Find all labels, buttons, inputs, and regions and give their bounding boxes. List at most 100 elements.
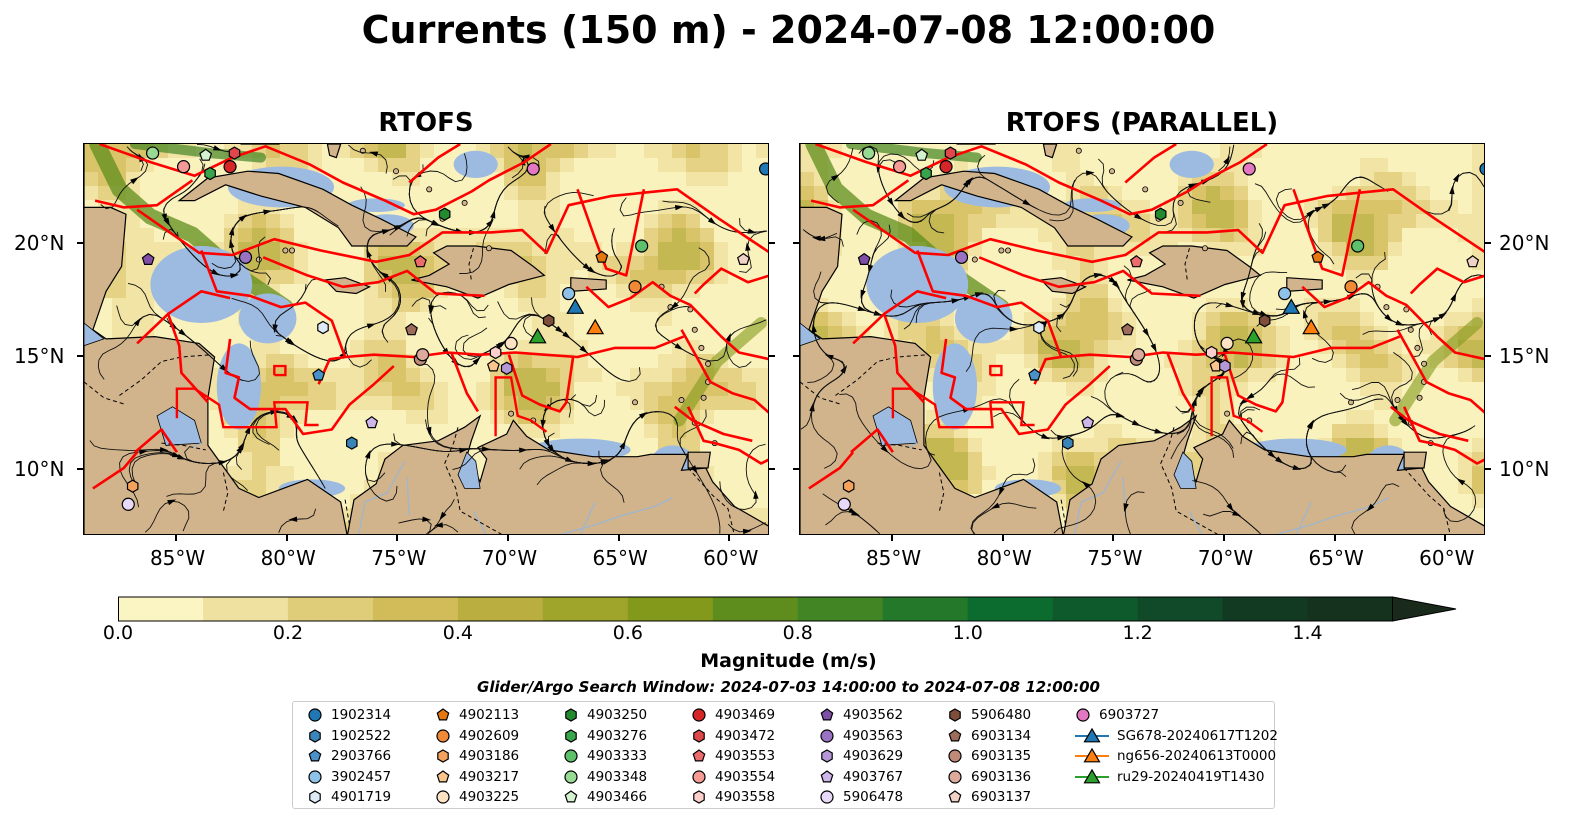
legend-marker-circle-icon — [564, 749, 578, 763]
search-window-text: Glider/Argo Search Window: 2024-07-03 14… — [477, 678, 1100, 696]
colorbar-segment — [203, 597, 289, 621]
float-marker-6903136 — [1131, 348, 1146, 362]
float-marker-6903137 — [736, 252, 750, 266]
legend-item-label: 1902522 — [331, 727, 392, 744]
legend-item: 4901719 — [307, 787, 391, 807]
float-marker-4903629 — [1219, 359, 1231, 373]
legend-item: 4903276 — [563, 726, 647, 746]
lat-tick-label-right: 20°N — [1499, 230, 1550, 255]
glider-marker-ng656-20240613T0000 — [586, 318, 605, 335]
float-marker-4903276 — [204, 166, 216, 181]
lon-tick-mark — [890, 535, 893, 541]
legend-item: 4903563 — [819, 726, 903, 746]
float-marker-6903727 — [526, 162, 540, 176]
float-marker-2903766 — [1028, 368, 1042, 381]
legend-marker-pentagon-icon — [436, 770, 450, 783]
legend-marker-circle-icon — [692, 770, 706, 784]
country-borders — [84, 248, 735, 534]
legend-marker-circle-icon — [948, 749, 962, 763]
glider-markers — [1244, 298, 1321, 344]
float-marker-4902113 — [595, 250, 609, 263]
lat-tick-mark — [793, 468, 799, 471]
legend-item-label: 6903137 — [971, 789, 1032, 806]
legend-marker-shape — [692, 770, 706, 784]
legend-marker-shape — [308, 749, 322, 762]
float-marker-4903472 — [944, 146, 957, 160]
colorbar-segment — [287, 597, 374, 621]
lon-tick-mark — [1112, 535, 1115, 541]
legend-item-label: 1902314 — [331, 707, 392, 723]
colorbar-segment — [118, 597, 204, 621]
legend-item: 4903186 — [435, 746, 519, 766]
float-marker-5906480 — [1258, 314, 1271, 328]
float-marker-4903348 — [861, 146, 876, 160]
float-marker-6903134 — [1121, 323, 1134, 336]
legend-marker-shape — [437, 749, 449, 763]
legend-marker-circle-icon — [436, 728, 450, 743]
colorbar-segment — [1137, 597, 1224, 621]
legend-item: 6903136 — [947, 767, 1031, 787]
rivers — [908, 442, 1389, 534]
legend-marker-hexagon-icon — [309, 790, 321, 805]
legend-marker-shape — [693, 728, 705, 743]
colorbar-segment — [1222, 597, 1309, 621]
legend-marker-shape — [820, 708, 834, 721]
lat-tick-mark — [1485, 354, 1491, 357]
float-marker-6903134 — [405, 323, 418, 336]
float-marker-3902457 — [562, 286, 576, 301]
legend-item-label: 6903135 — [971, 748, 1032, 765]
legend-item: 4903554 — [691, 767, 775, 787]
legend-marker-hexagon-icon — [693, 728, 705, 743]
colorbar-segment — [542, 597, 629, 621]
float-marker-4903333 — [1351, 239, 1365, 253]
legend-item: 6903134 — [947, 726, 1031, 746]
legend-item-label: 3902457 — [331, 768, 392, 785]
map-panel-rtofs-parallel[interactable] — [799, 143, 1485, 535]
lat-tick-mark — [1485, 241, 1491, 244]
legend-item: 6903137 — [947, 787, 1031, 807]
float-marker-4902609 — [628, 280, 642, 294]
colorbar-label: Magnitude (m/s) — [700, 650, 877, 672]
map-panel-rtofs[interactable] — [83, 143, 769, 535]
legend-marker-shape — [1083, 727, 1101, 742]
legend-marker-shape — [308, 770, 322, 784]
float-marker-1902314 — [758, 162, 768, 176]
float-marker-5906480 — [542, 314, 555, 328]
glider-marker-ru29-20240419T1430 — [528, 327, 547, 344]
float-marker-6903136 — [415, 348, 430, 362]
lat-tick-label-left: 15°N — [14, 343, 65, 368]
lon-tick-label: 65°W — [1308, 546, 1364, 570]
colorbar-tick-label: 1.4 — [1292, 622, 1323, 644]
colorbar-segment — [1307, 597, 1393, 621]
float-marker-6903727 — [1242, 162, 1256, 176]
lon-tick-mark — [1222, 535, 1225, 541]
lon-tick-label: 85°W — [149, 546, 206, 570]
lon-tick-mark — [285, 535, 288, 541]
legend-item-label: 4903558 — [715, 789, 776, 806]
legend-item: 1902522 — [307, 726, 391, 746]
lon-tick-mark — [1444, 535, 1447, 541]
legend-item: 4903217 — [435, 767, 519, 787]
legend-marker-pentagon-icon — [820, 770, 834, 783]
legend-marker-shape — [309, 790, 321, 805]
legend-item: 5906478 — [819, 787, 903, 807]
lon-tick-label: 80°W — [976, 546, 1032, 570]
colorbar-segment — [1052, 597, 1139, 621]
legend-marker-circle-icon — [308, 708, 322, 722]
legend-marker-shape — [693, 790, 705, 805]
legend-marker-pentagon-icon — [820, 708, 834, 721]
eez-boundaries — [92, 144, 768, 490]
float-marker-4903469 — [939, 160, 953, 174]
float-marker-4903554 — [176, 160, 191, 174]
float-marker-4903472 — [228, 146, 241, 160]
legend-marker-circle-icon — [692, 708, 706, 722]
lat-tick-mark — [769, 354, 775, 357]
argo-float-markers — [121, 146, 768, 511]
land — [84, 144, 768, 534]
float-marker-4903276 — [920, 166, 932, 181]
lat-tick-mark — [769, 241, 775, 244]
legend-marker-shape — [692, 749, 706, 762]
legend-item-label: 4903472 — [715, 727, 776, 744]
legend-marker-shape — [436, 770, 450, 783]
glider-marker-ru29-20240419T1430 — [1244, 327, 1263, 344]
